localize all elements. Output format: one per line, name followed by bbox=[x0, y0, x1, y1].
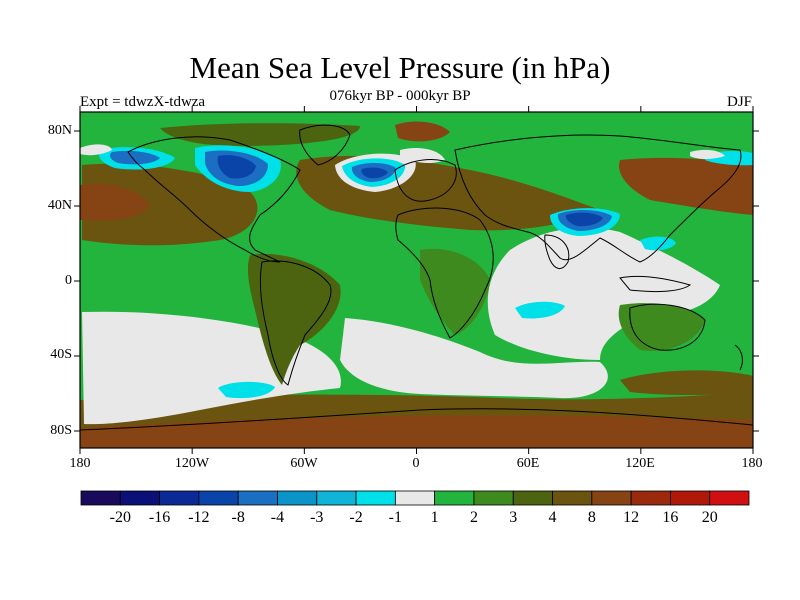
colorbar-swatch bbox=[709, 490, 750, 506]
colorbar-label: 1 bbox=[430, 509, 439, 526]
coast-new-zealand bbox=[734, 344, 743, 371]
field-indian-neutral bbox=[487, 227, 720, 360]
field-arctic-olive bbox=[160, 123, 360, 146]
lon-label-120w: 120W bbox=[174, 456, 210, 471]
field-south-brown-ellipse bbox=[620, 370, 753, 395]
lon-label-180e: 180 bbox=[741, 456, 763, 471]
coast-africa bbox=[395, 207, 494, 339]
lon-label-0: 0 bbox=[412, 456, 420, 471]
colorbar-swatch bbox=[119, 490, 160, 506]
colorbar-label: 12 bbox=[623, 509, 640, 526]
colorbar-label: -12 bbox=[188, 509, 210, 526]
lon-label-120e: 120E bbox=[625, 456, 655, 471]
colorbar-swatch bbox=[80, 490, 121, 506]
lat-label-40s: 40S bbox=[50, 347, 72, 362]
colorbar-swatch bbox=[316, 490, 357, 506]
field-arctic-neutral bbox=[80, 144, 112, 156]
colorbar-label: 3 bbox=[509, 509, 518, 526]
field-australia-olive bbox=[618, 303, 705, 351]
colorbar-label: 20 bbox=[701, 509, 718, 526]
coast-australia bbox=[629, 303, 706, 351]
colorbar-swatch bbox=[277, 490, 318, 506]
map-title: Mean Sea Level Pressure (in hPa) bbox=[189, 50, 611, 85]
colorbar-label: 16 bbox=[662, 509, 679, 526]
experiment-label: Expt = tdwzX-tdwza bbox=[80, 94, 206, 110]
colorbar-swatch bbox=[394, 490, 436, 506]
coast-greenland bbox=[299, 124, 351, 166]
lat-label-equator: 0 bbox=[65, 273, 72, 288]
lon-label-60w: 60W bbox=[290, 456, 318, 471]
field-south-pacific-cyan bbox=[218, 381, 275, 399]
season-label: DJF bbox=[726, 94, 752, 110]
map-subtitle: 076kyr BP - 000kyr BP bbox=[329, 88, 471, 104]
lon-label-60e: 60E bbox=[516, 456, 540, 471]
field-north-america-low-core bbox=[217, 155, 256, 179]
coast-asia bbox=[454, 134, 742, 263]
colorbar-label: -1 bbox=[388, 509, 402, 526]
coast-indonesia bbox=[619, 275, 692, 293]
colorbar-label: -16 bbox=[148, 509, 171, 526]
field-tibet-low-core bbox=[565, 212, 603, 227]
map-field bbox=[80, 112, 753, 448]
coast-north-america bbox=[127, 136, 301, 263]
coastlines bbox=[80, 124, 753, 431]
lat-label-40n: 40N bbox=[47, 198, 72, 213]
field-north-rust-1 bbox=[80, 183, 150, 221]
colorbar-label: 2 bbox=[469, 509, 478, 526]
colorbar-swatch bbox=[591, 490, 632, 506]
colorbar-swatch bbox=[473, 490, 514, 506]
colorbar-label: -8 bbox=[231, 509, 245, 526]
field-indian-cyan bbox=[515, 301, 565, 319]
colorbar-label: -3 bbox=[310, 509, 324, 526]
field-pacific-cyan bbox=[640, 236, 676, 251]
field-antarctic-band bbox=[80, 415, 753, 448]
colorbar-label: 8 bbox=[587, 509, 596, 526]
field-iceland-low-core bbox=[361, 167, 388, 179]
colorbar-swatch bbox=[670, 490, 711, 506]
field-north-pacific-brown bbox=[82, 163, 258, 246]
coast-europe bbox=[394, 159, 457, 202]
colorbar bbox=[80, 490, 750, 506]
lon-label-180w: 180 bbox=[69, 456, 91, 471]
colorbar-label: -4 bbox=[270, 509, 285, 526]
lat-label-80n: 80N bbox=[47, 123, 72, 138]
coast-south-america bbox=[259, 260, 332, 386]
axis-ticks bbox=[74, 106, 759, 454]
colorbar-swatch bbox=[434, 490, 475, 506]
colorbar-swatch bbox=[552, 490, 593, 506]
colorbar-label: -20 bbox=[109, 509, 131, 526]
field-arctic-neutral-2 bbox=[690, 149, 725, 159]
colorbar-swatch bbox=[159, 490, 200, 506]
coast-antarctica bbox=[80, 408, 753, 431]
colorbar-label: -2 bbox=[349, 509, 363, 526]
colorbar-swatch bbox=[198, 490, 239, 506]
colorbar-swatch bbox=[355, 490, 396, 506]
colorbar-label: 4 bbox=[548, 509, 557, 526]
colorbar-swatch bbox=[630, 490, 671, 506]
field-south-atlantic-neutral bbox=[340, 318, 608, 399]
field-asia-brown bbox=[619, 157, 753, 215]
lat-label-80s: 80S bbox=[50, 423, 72, 438]
colorbar-swatch bbox=[512, 490, 553, 506]
field-north-rust-2 bbox=[395, 121, 450, 142]
colorbar-swatch bbox=[237, 490, 278, 506]
coast-india bbox=[544, 234, 570, 269]
field-alaska-low bbox=[110, 150, 160, 165]
